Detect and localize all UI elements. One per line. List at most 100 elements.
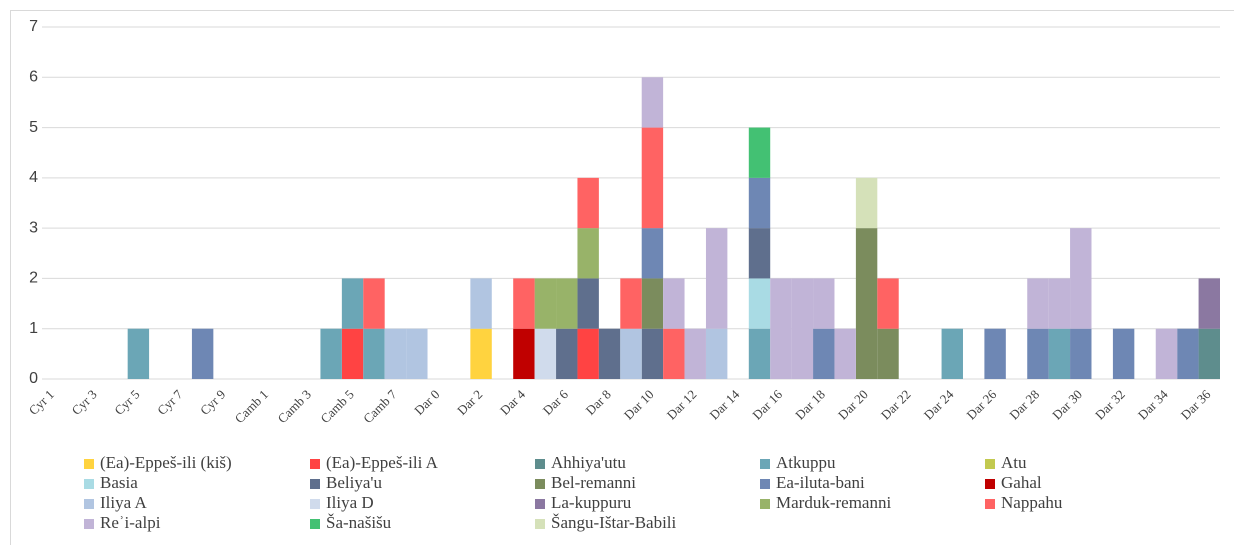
bar-segment bbox=[556, 328, 578, 379]
legend-label: Atu bbox=[1001, 453, 1027, 472]
legend-swatch bbox=[985, 479, 995, 489]
x-tick-label: Dar 12 bbox=[664, 387, 700, 423]
x-tick-label: Dar 36 bbox=[1178, 386, 1214, 422]
legend-swatch bbox=[985, 499, 995, 509]
bar-segment bbox=[470, 278, 492, 329]
legend-label: (Ea)-Eppeš-ili (kiš) bbox=[100, 453, 232, 472]
bar-segment bbox=[705, 228, 728, 329]
y-tick-label: 7 bbox=[29, 18, 38, 35]
x-tick-label: Dar 30 bbox=[1049, 387, 1085, 423]
x-tick-label: Dar 20 bbox=[835, 387, 871, 423]
y-tick-label: 3 bbox=[29, 219, 38, 236]
bar-segment bbox=[1048, 278, 1071, 329]
bar-segment bbox=[363, 328, 385, 379]
legend-swatch bbox=[310, 479, 320, 489]
bar-segment bbox=[1177, 328, 1199, 379]
bar-segment bbox=[384, 328, 407, 379]
x-tick-label: Dar 14 bbox=[706, 386, 742, 422]
legend-swatch bbox=[310, 519, 320, 529]
bar-segment bbox=[534, 278, 557, 329]
legend-swatch bbox=[535, 479, 545, 489]
bar-segment bbox=[748, 127, 771, 178]
bar-segment bbox=[1112, 328, 1135, 379]
legend-label: Atkuppu bbox=[776, 453, 836, 472]
bar-segment bbox=[620, 278, 642, 329]
bar-segment bbox=[641, 278, 664, 329]
bar-segment bbox=[641, 328, 664, 379]
x-tick-label: Cyr 7 bbox=[154, 386, 186, 418]
x-tick-label: Dar 26 bbox=[963, 386, 999, 422]
bar-segment bbox=[1198, 328, 1220, 379]
bar-segment bbox=[577, 228, 599, 279]
y-tick-label: 5 bbox=[29, 119, 38, 136]
x-tick-label: Camb 3 bbox=[274, 387, 313, 426]
bar-segment bbox=[577, 177, 599, 229]
bar-segment bbox=[577, 328, 599, 379]
bar-segment bbox=[855, 177, 878, 229]
legend-swatch bbox=[84, 459, 94, 469]
bar-segment bbox=[363, 278, 385, 329]
bar-segment bbox=[641, 228, 664, 279]
x-tick-label: Dar 10 bbox=[621, 387, 657, 423]
legend-label: Šangu-Ištar-Babili bbox=[551, 513, 677, 532]
bar-segment bbox=[748, 228, 771, 279]
legend-swatch bbox=[310, 459, 320, 469]
y-tick-label: 1 bbox=[29, 320, 38, 337]
x-tick-label: Camb 7 bbox=[360, 386, 400, 426]
legend-swatch bbox=[535, 519, 545, 529]
legend-swatch bbox=[310, 499, 320, 509]
bar-segment bbox=[877, 278, 899, 329]
legend-swatch bbox=[760, 499, 770, 509]
bar-segment bbox=[941, 328, 963, 379]
bar-segment bbox=[127, 328, 150, 379]
bar-segment bbox=[556, 278, 578, 329]
legend-swatch bbox=[760, 459, 770, 469]
bar-segment bbox=[1155, 328, 1178, 379]
x-tick-label: Dar 22 bbox=[878, 387, 914, 423]
legend-swatch bbox=[535, 459, 545, 469]
bar-segment bbox=[191, 328, 214, 379]
x-tick-label: Cyr 5 bbox=[111, 387, 142, 418]
x-tick-label: Camb 5 bbox=[317, 387, 356, 426]
x-tick-label: Camb 1 bbox=[232, 387, 271, 426]
legend-swatch bbox=[760, 479, 770, 489]
bar-segment bbox=[684, 328, 706, 379]
bar-segment bbox=[748, 177, 771, 229]
bar-segment bbox=[341, 278, 364, 329]
x-tick-label: Dar 32 bbox=[1092, 387, 1128, 423]
x-tick-label: Cyr 1 bbox=[26, 387, 57, 418]
x-tick-label: Dar 4 bbox=[497, 386, 529, 418]
legend-label: Gahal bbox=[1001, 473, 1042, 492]
x-tick-label: Dar 34 bbox=[1135, 386, 1171, 422]
bar-segment bbox=[641, 77, 664, 128]
bar-segment bbox=[641, 127, 664, 229]
bar-segment bbox=[513, 278, 535, 329]
legend-swatch bbox=[84, 519, 94, 529]
bar-segment bbox=[598, 328, 621, 379]
legend-swatch bbox=[84, 479, 94, 489]
bar-segment bbox=[341, 328, 364, 379]
chart-frame bbox=[10, 10, 1234, 545]
x-tick-label: Dar 6 bbox=[540, 386, 572, 418]
bar-segment bbox=[791, 278, 814, 379]
bar-segment bbox=[470, 328, 492, 379]
x-tick-label: Dar 2 bbox=[454, 387, 485, 418]
bar-segment bbox=[705, 328, 728, 379]
bar-segment bbox=[748, 328, 771, 379]
bar-segment bbox=[406, 328, 428, 379]
bar-segment bbox=[513, 328, 535, 379]
y-tick-label: 0 bbox=[29, 370, 38, 387]
bar-segment bbox=[577, 278, 599, 329]
legend-label: Reʾi-alpi bbox=[100, 513, 161, 532]
legend-label: La-kuppuru bbox=[551, 493, 632, 512]
y-tick-label: 4 bbox=[29, 169, 38, 186]
bar-segment bbox=[1070, 228, 1092, 329]
bar-segment bbox=[834, 328, 856, 379]
y-tick-label: 6 bbox=[29, 69, 38, 86]
bar-segment bbox=[534, 328, 557, 379]
legend-label: Beliya'u bbox=[326, 473, 382, 492]
legend-swatch bbox=[535, 499, 545, 509]
bar-segment bbox=[877, 328, 899, 379]
x-tick-label: Dar 18 bbox=[792, 387, 828, 423]
